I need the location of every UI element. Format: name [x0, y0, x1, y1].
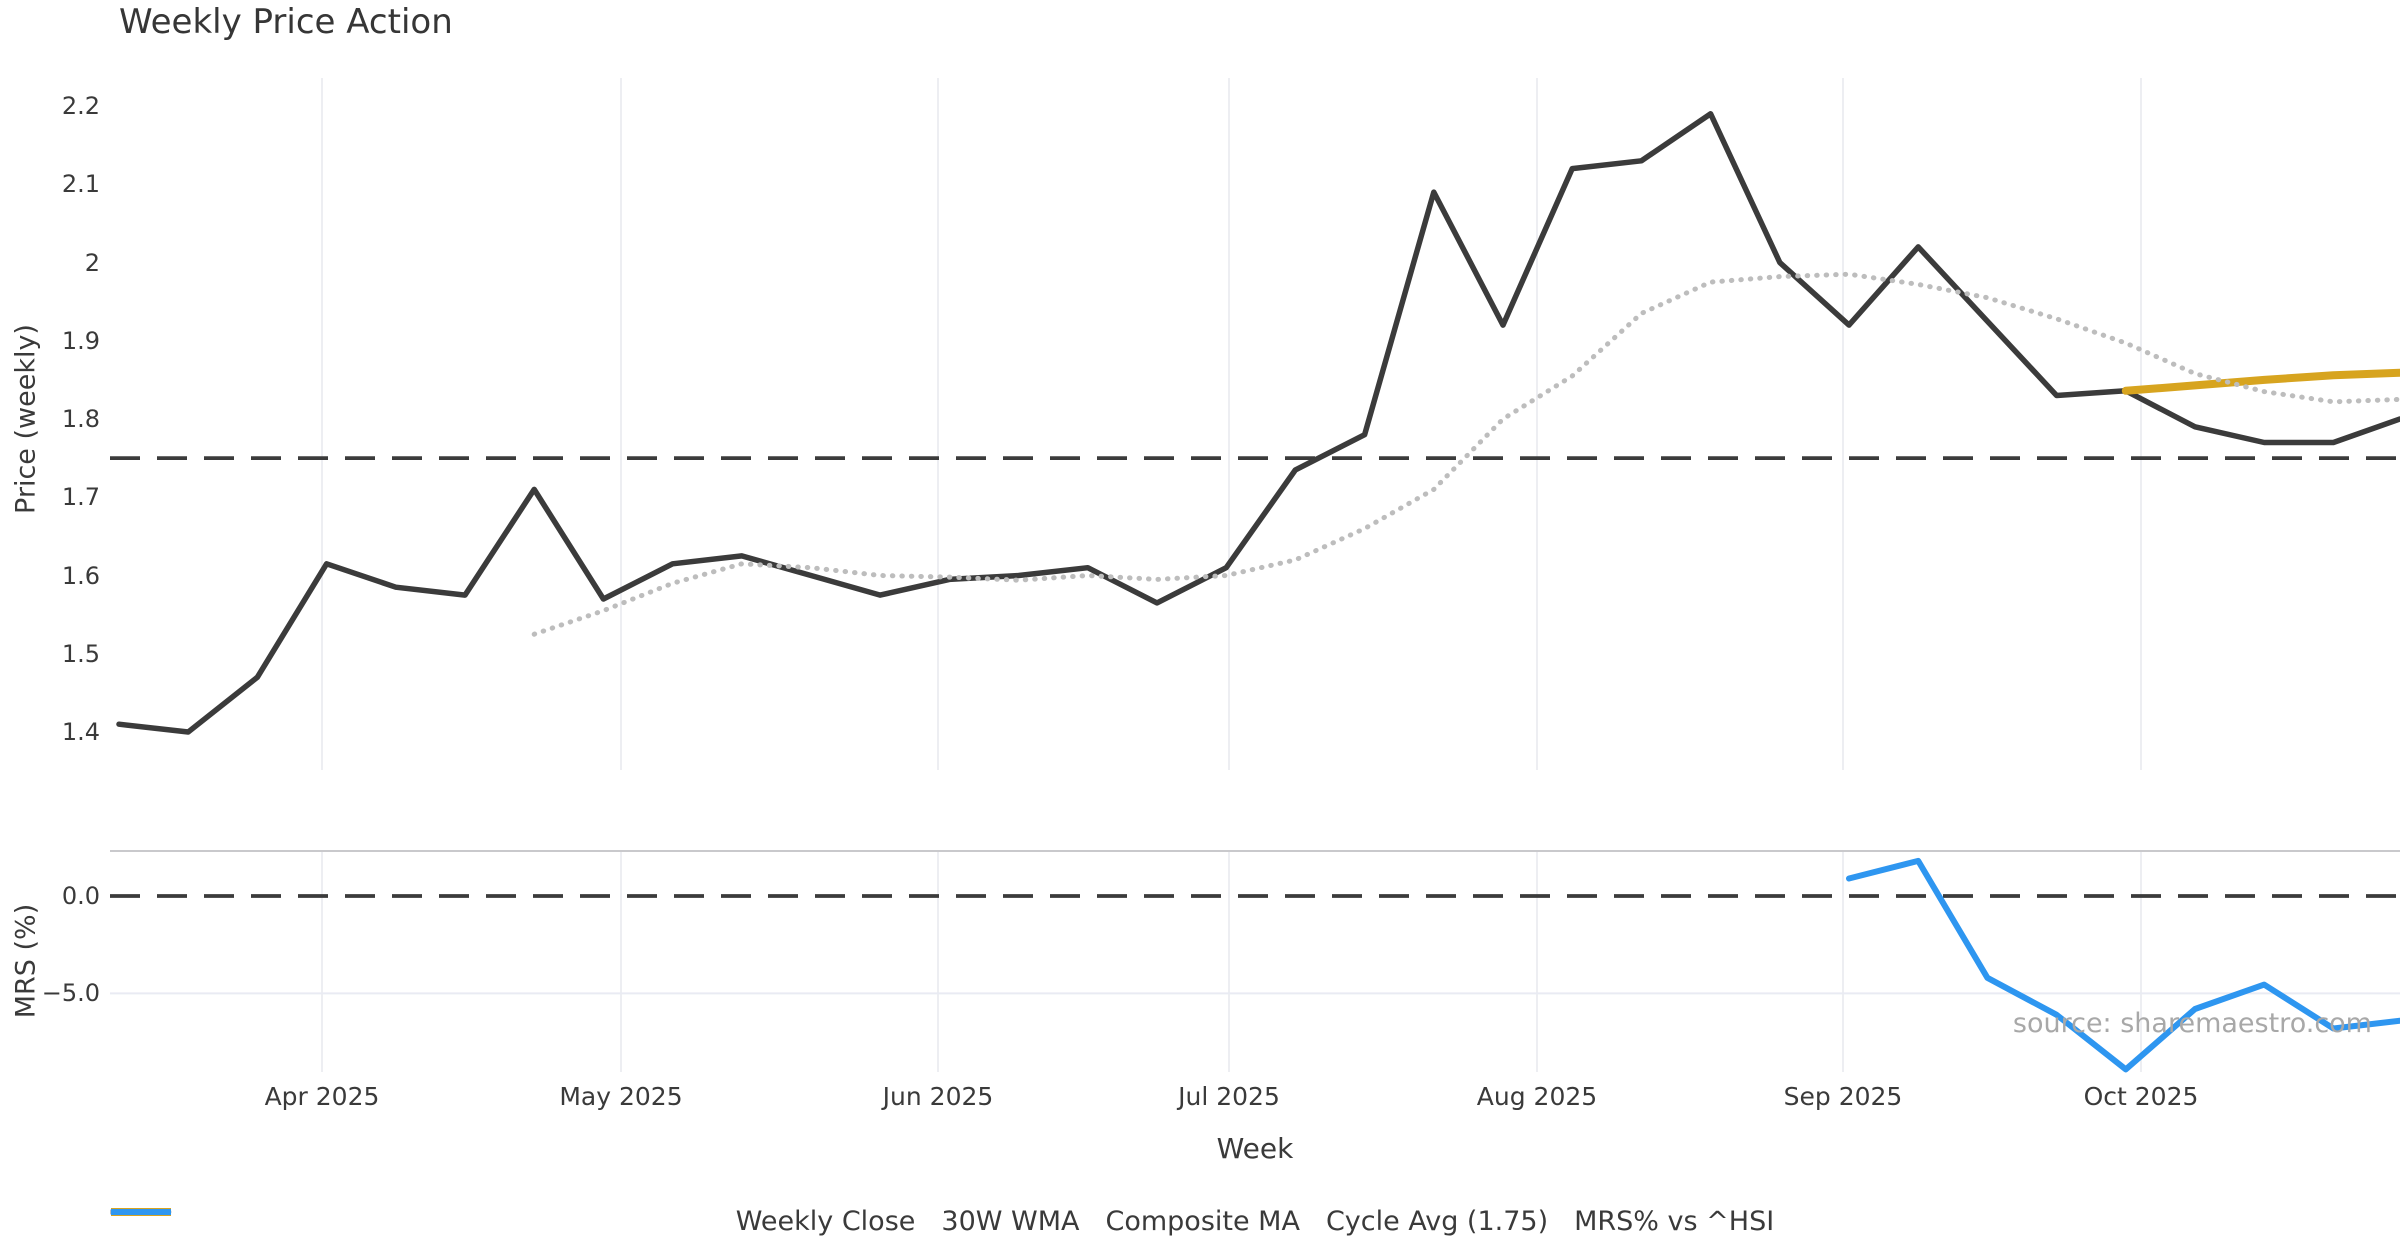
source-watermark: source: sharemaestro.com [2012, 1008, 2372, 1039]
price-tick-2.1: 2.1 [61, 170, 100, 199]
x-tick-aug-2025: Aug 2025 [1476, 1082, 1598, 1111]
solid-line-swatch-icon [111, 1209, 171, 1215]
legend-item-cycle-avg-1-75-: Cycle Avg (1.75) [111, 1206, 1549, 1237]
x-tick-apr-2025: Apr 2025 [264, 1082, 380, 1111]
x-tick-jun-2025: Jun 2025 [882, 1082, 994, 1111]
legend-item-weekly-close: Weekly Close [111, 1206, 916, 1237]
x-tick-may-2025: May 2025 [559, 1082, 683, 1111]
price-tick-1.4: 1.4 [61, 718, 100, 746]
legend: Weekly Close 30W WMA Composite MA Cycle Avg… [110, 1206, 2400, 1237]
x-axis-label: Week [1216, 1132, 1294, 1165]
mrs-tick-0: 0.0 [61, 882, 100, 910]
legend-label: Weekly Close [735, 1206, 916, 1237]
legend-label: Composite MA [1105, 1206, 1300, 1237]
composite-ma-line [531, 271, 2400, 637]
legend-label: Cycle Avg (1.75) [1325, 1206, 1549, 1237]
chart-title: Weekly Price Action [119, 2, 453, 42]
price-tick-1.6: 1.6 [61, 561, 100, 590]
x-tick-sep-2025: Sep 2025 [1783, 1082, 1903, 1111]
x-tick-jul-2025: Jul 2025 [1178, 1082, 1280, 1111]
legend-item-composite-ma: Composite MA [110, 1206, 1300, 1237]
price-tick-1.9: 1.9 [61, 326, 100, 355]
price-tick-2.2: 2.2 [61, 92, 100, 120]
legend-label: MRS% vs ^HSI [1574, 1206, 1775, 1237]
legend-label: 30W WMA [941, 1206, 1080, 1237]
price-tick-1.8: 1.8 [61, 405, 100, 433]
mrs-tick--5: −5.0 [41, 979, 100, 1008]
price-tick-1.7: 1.7 [61, 483, 100, 512]
weekly-close-line [116, 111, 2400, 735]
legend-item-30w-wma: 30W WMA [111, 1206, 1080, 1237]
30w-wma-line [2121, 368, 2400, 395]
x-tick-oct-2025: Oct 2025 [2083, 1082, 2199, 1111]
mrs-vs-hsi-line [1846, 857, 2400, 1073]
price-tick-2: 2 [84, 248, 100, 277]
price-tick-1.5: 1.5 [61, 639, 100, 668]
legend-item-mrs-vs-hsi: MRS% vs ^HSI [111, 1206, 1775, 1237]
